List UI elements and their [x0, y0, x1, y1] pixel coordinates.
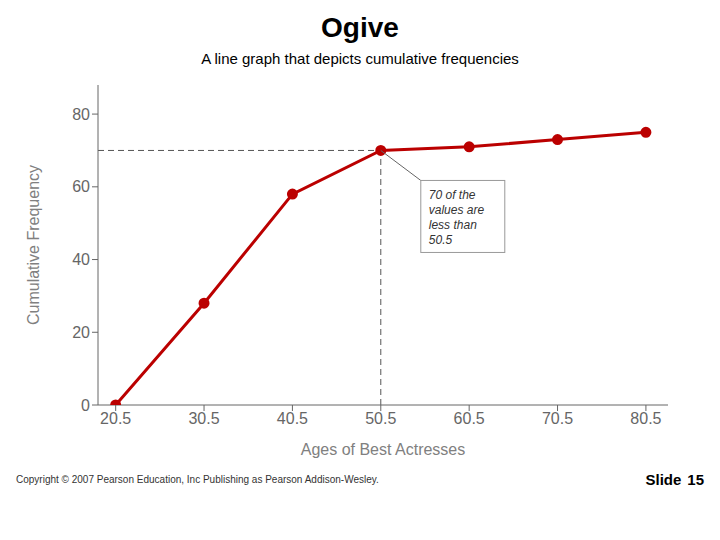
html-text:A line graph that depicts cumu: A line graph that depicts cumulative fre… [201, 50, 519, 67]
svg-text:80: 80 [72, 106, 90, 123]
svg-text:20.5: 20.5 [100, 410, 131, 427]
html-text:Copyright © 2007 Pearson Educa: Copyright © 2007 Pearson Education, Inc … [16, 474, 379, 485]
svg-text:Ages of Best Actresses: Ages of Best Actresses [301, 441, 466, 458]
svg-text:70 of thevalues areless than50: 70 of thevalues areless than50.5 [429, 188, 485, 247]
svg-text:30.5: 30.5 [188, 410, 219, 427]
svg-text:60: 60 [72, 178, 90, 195]
svg-text:40.5: 40.5 [277, 410, 308, 427]
svg-text:20: 20 [72, 324, 90, 341]
svg-text:50.5: 50.5 [365, 410, 396, 427]
svg-text:40: 40 [72, 251, 90, 268]
html-text:Ogive: Ogive [321, 12, 399, 43]
svg-text:80.5: 80.5 [630, 410, 661, 427]
html-text:Slide 15: Slide 15 [645, 471, 704, 488]
svg-text:70.5: 70.5 [542, 410, 573, 427]
svg-text:Cumulative Frequency: Cumulative Frequency [25, 165, 42, 325]
svg-text:0: 0 [81, 397, 90, 414]
svg-text:60.5: 60.5 [454, 410, 485, 427]
